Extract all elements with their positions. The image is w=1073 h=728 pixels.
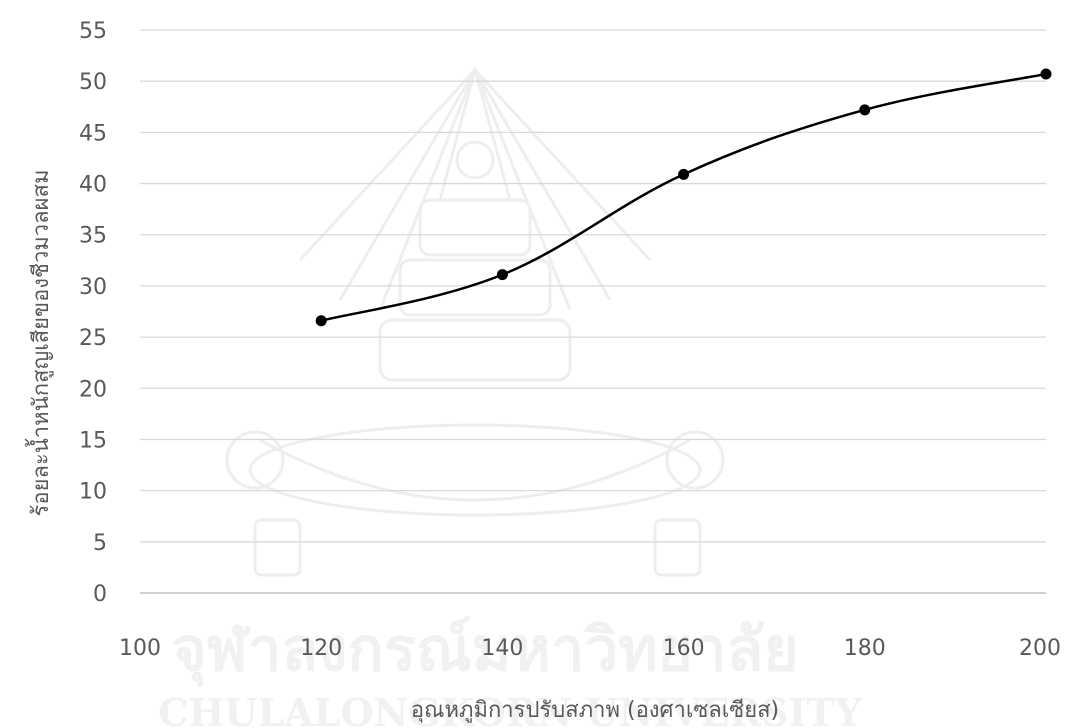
x-tick-label: 180: [844, 636, 886, 661]
data-point: [496, 269, 508, 281]
x-axis-tick-labels: 100 120 140 160 180 200: [119, 636, 1061, 661]
watermark-english-text: CHULALONGKORN UNIVERSITY: [158, 690, 862, 728]
y-axis-tick-labels: 0 5 10 15 20 25 30 35 40 45 50 55: [79, 19, 107, 607]
y-tick-label: 50: [79, 70, 107, 95]
y-tick-label: 30: [79, 275, 107, 300]
x-tick-label: 200: [1019, 636, 1061, 661]
watermark-thai-text: จุฬาลงกรณ์มหาวิทยาลัย: [172, 615, 799, 687]
y-tick-label: 0: [93, 582, 107, 607]
data-point: [1040, 68, 1052, 80]
y-tick-label: 35: [79, 224, 107, 249]
y-axis-title: ร้อยละน้ำหนักสูญเสียของชีวมวลผสม: [25, 170, 54, 517]
x-axis-title: อุณหภูมิการปรับสภาพ (องศาเซลเซียส): [411, 698, 779, 723]
university-watermark: จุฬาลงกรณ์มหาวิทยาลัย CHULALONGKORN UNIV…: [158, 64, 863, 728]
x-tick-label: 120: [300, 636, 342, 661]
y-tick-label: 15: [79, 428, 107, 453]
y-tick-label: 40: [79, 173, 107, 198]
data-point: [678, 168, 690, 180]
data-series: [315, 68, 1052, 327]
y-tick-label: 5: [93, 531, 107, 556]
y-tick-label: 10: [79, 480, 107, 505]
gridlines: [140, 29, 1046, 543]
series-line: [320, 72, 1047, 322]
x-tick-label: 140: [481, 636, 523, 661]
x-tick-label: 100: [119, 636, 161, 661]
data-point: [859, 104, 871, 116]
y-tick-label: 25: [79, 326, 107, 351]
data-point: [315, 315, 327, 327]
y-tick-label: 55: [79, 19, 107, 44]
emblem-watermark: [225, 64, 725, 577]
x-tick-label: 160: [663, 636, 705, 661]
y-tick-label: 20: [79, 377, 107, 402]
y-tick-label: 45: [79, 121, 107, 146]
